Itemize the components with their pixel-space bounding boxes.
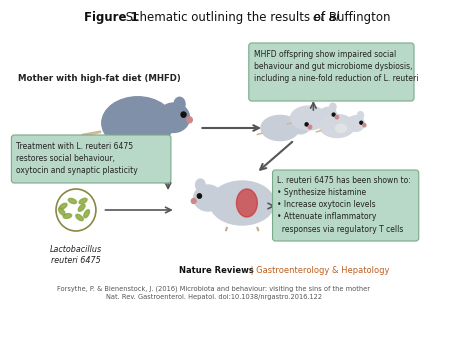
Text: | Gastroenterology & Hepatology: | Gastroenterology & Hepatology bbox=[248, 266, 389, 275]
Text: Mother with high-fat diet (MHFD): Mother with high-fat diet (MHFD) bbox=[18, 74, 181, 83]
Circle shape bbox=[191, 198, 196, 203]
Ellipse shape bbox=[196, 179, 205, 191]
Ellipse shape bbox=[357, 112, 364, 119]
Ellipse shape bbox=[210, 181, 274, 225]
Circle shape bbox=[305, 123, 308, 126]
Ellipse shape bbox=[290, 106, 327, 130]
Ellipse shape bbox=[58, 208, 65, 215]
Text: Forsythe, P. & Bienenstock, J. (2016) Microbiota and behaviour: visiting the sin: Forsythe, P. & Bienenstock, J. (2016) Mi… bbox=[57, 285, 370, 291]
Circle shape bbox=[181, 112, 186, 117]
Ellipse shape bbox=[79, 198, 87, 204]
Text: Treatment with L. reuteri 6475
restores social behaviour,
oxytocin and synaptic : Treatment with L. reuteri 6475 restores … bbox=[16, 142, 138, 175]
Ellipse shape bbox=[236, 189, 257, 217]
Circle shape bbox=[187, 117, 192, 123]
Ellipse shape bbox=[63, 214, 72, 218]
Ellipse shape bbox=[102, 97, 174, 149]
Ellipse shape bbox=[261, 115, 299, 141]
Ellipse shape bbox=[84, 210, 90, 218]
Ellipse shape bbox=[329, 103, 336, 111]
FancyBboxPatch shape bbox=[249, 43, 414, 101]
Text: Figure 1: Figure 1 bbox=[84, 11, 138, 24]
Circle shape bbox=[308, 125, 312, 129]
Text: Nature Reviews: Nature Reviews bbox=[179, 266, 253, 275]
Ellipse shape bbox=[302, 112, 309, 120]
Text: Lactobacillus
reuteri 6475: Lactobacillus reuteri 6475 bbox=[50, 245, 102, 265]
FancyBboxPatch shape bbox=[11, 135, 171, 183]
FancyBboxPatch shape bbox=[273, 170, 419, 241]
Text: L. reuteri 6475 has been shown to:
• Synthesize histamine
• Increase oxytocin le: L. reuteri 6475 has been shown to: • Syn… bbox=[277, 176, 411, 234]
Circle shape bbox=[332, 113, 335, 116]
Ellipse shape bbox=[59, 203, 67, 209]
Text: et al.: et al. bbox=[313, 11, 343, 24]
Circle shape bbox=[363, 124, 366, 127]
Text: Nat. Rev. Gastroenterol. Hepatol. doi:10.1038/nrgastro.2016.122: Nat. Rev. Gastroenterol. Hepatol. doi:10… bbox=[106, 294, 322, 300]
Text: Schematic outlining the results of Buffington: Schematic outlining the results of Buffi… bbox=[122, 11, 394, 24]
Circle shape bbox=[360, 121, 363, 124]
Ellipse shape bbox=[336, 124, 346, 132]
Circle shape bbox=[197, 194, 202, 198]
Ellipse shape bbox=[158, 103, 189, 132]
Ellipse shape bbox=[78, 204, 85, 211]
Ellipse shape bbox=[76, 214, 83, 221]
Ellipse shape bbox=[68, 198, 76, 203]
Ellipse shape bbox=[291, 117, 310, 134]
Circle shape bbox=[335, 116, 338, 119]
Ellipse shape bbox=[174, 97, 185, 111]
Ellipse shape bbox=[319, 107, 337, 123]
Ellipse shape bbox=[347, 116, 365, 131]
Ellipse shape bbox=[320, 115, 355, 138]
Text: MHFD offspring show impaired social
behaviour and gut microbiome dysbiosis,
incl: MHFD offspring show impaired social beha… bbox=[253, 50, 418, 82]
Ellipse shape bbox=[194, 185, 222, 211]
